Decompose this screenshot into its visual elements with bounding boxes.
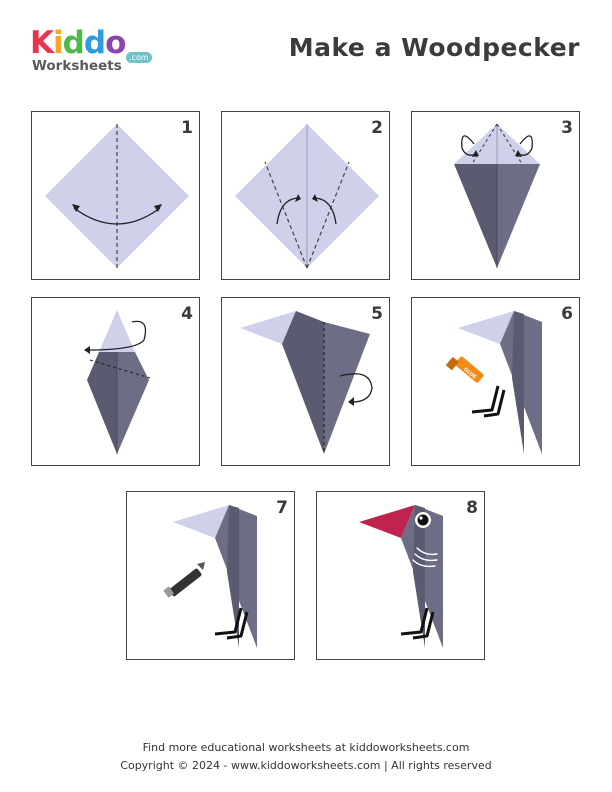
step-panel-3: 3 [411,111,580,280]
footer-line-1: Find more educational worksheets at kidd… [142,741,470,754]
feather-lines [412,547,438,568]
step-panel-5: 5 [221,297,390,466]
step-panel-8: 8 [316,491,485,660]
step-panel-7: 7 [126,491,295,660]
bird-eye [415,512,431,528]
step-number: 8 [466,498,478,518]
step-number: 5 [371,304,383,324]
step-1-illustration [45,124,189,268]
step-number: 1 [181,118,193,138]
step-7-illustration [163,505,257,648]
step-panel-2: 2 [221,111,390,280]
kiddo-logo: Kiddo Worksheets .com [30,26,155,76]
logo-letter: d [62,25,85,61]
step-number: 2 [371,118,383,138]
glue-stick-icon: GLUE [446,356,484,383]
step-number: 7 [276,498,288,518]
step-5-illustration [240,311,373,454]
bird-legs [471,385,506,418]
bird-legs [214,607,249,640]
logo-letter: o [105,25,126,61]
logo-com-badge: .com [126,52,152,63]
logo-letter: d [83,25,106,61]
logo-wordmark: Kiddo [30,25,126,61]
bird-legs [400,607,435,640]
step-4-illustration [84,310,151,454]
step-panel-4: 4 [31,297,200,466]
step-number: 6 [561,304,573,324]
step-2-illustration [235,124,379,269]
page-title: Make a Woodpecker [288,33,580,62]
step-panel-1: 1 [31,111,200,280]
step-8-illustration [359,505,443,648]
footer-copyright: Copyright © 2024 - www.kiddoworksheets.c… [120,759,492,772]
logo-subtitle: Worksheets [32,58,122,74]
step-number: 3 [561,118,573,138]
logo-letter: i [53,25,64,61]
pencil-icon [163,562,205,598]
step-3-illustration [454,123,540,268]
logo-letter: K [30,25,54,61]
step-panel-6: GLUE 6 [411,297,580,466]
step-6-illustration: GLUE [446,311,542,454]
step-number: 4 [181,304,193,324]
